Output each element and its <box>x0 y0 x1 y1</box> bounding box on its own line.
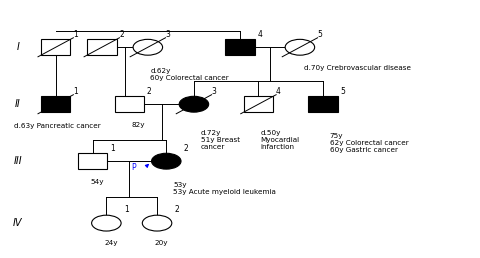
Text: P: P <box>131 163 135 172</box>
Ellipse shape <box>92 215 121 231</box>
Text: d.50y
Myocardial
infarction: d.50y Myocardial infarction <box>261 130 300 150</box>
Text: 2: 2 <box>175 205 180 214</box>
Text: 1: 1 <box>73 87 78 95</box>
Text: 5: 5 <box>340 87 345 95</box>
Text: 75y
62y Colorectal cancer
60y Gastric cancer: 75y 62y Colorectal cancer 60y Gastric ca… <box>330 133 408 153</box>
Text: d.63y Pancreatic cancer: d.63y Pancreatic cancer <box>14 123 101 129</box>
Text: d.62y
60y Colorectal cancer: d.62y 60y Colorectal cancer <box>150 68 229 81</box>
Text: d.70y Crebrovascular disease: d.70y Crebrovascular disease <box>303 64 410 71</box>
Text: 3: 3 <box>211 87 216 95</box>
Text: 2: 2 <box>184 143 189 152</box>
Ellipse shape <box>285 39 315 55</box>
Ellipse shape <box>179 96 209 112</box>
Text: 5: 5 <box>317 30 322 39</box>
Text: 1: 1 <box>73 30 78 39</box>
Text: 4: 4 <box>276 87 281 95</box>
Text: 24y: 24y <box>104 240 118 246</box>
Text: 53y
53y Acute myeloid leukemia: 53y 53y Acute myeloid leukemia <box>173 182 276 195</box>
Text: d.72y
51y Breast
cancer: d.72y 51y Breast cancer <box>201 130 240 150</box>
Bar <box>115 96 144 112</box>
Text: 54y: 54y <box>90 179 104 184</box>
Text: 1: 1 <box>110 143 115 152</box>
Bar <box>78 153 108 169</box>
Text: 82y: 82y <box>132 122 145 127</box>
Bar <box>41 39 71 55</box>
Bar <box>41 96 71 112</box>
Text: 20y: 20y <box>155 240 168 246</box>
Text: 4: 4 <box>257 30 263 39</box>
Ellipse shape <box>142 215 172 231</box>
Ellipse shape <box>152 153 181 169</box>
Bar <box>244 96 273 112</box>
Text: 2: 2 <box>147 87 152 95</box>
Text: II: II <box>15 99 21 109</box>
Text: 3: 3 <box>165 30 170 39</box>
Bar <box>308 96 338 112</box>
Text: 1: 1 <box>124 205 129 214</box>
Text: I: I <box>16 42 19 52</box>
Bar <box>225 39 255 55</box>
Bar <box>87 39 117 55</box>
Text: 2: 2 <box>119 30 124 39</box>
Text: IV: IV <box>13 218 23 228</box>
Text: III: III <box>13 156 22 166</box>
Ellipse shape <box>133 39 163 55</box>
